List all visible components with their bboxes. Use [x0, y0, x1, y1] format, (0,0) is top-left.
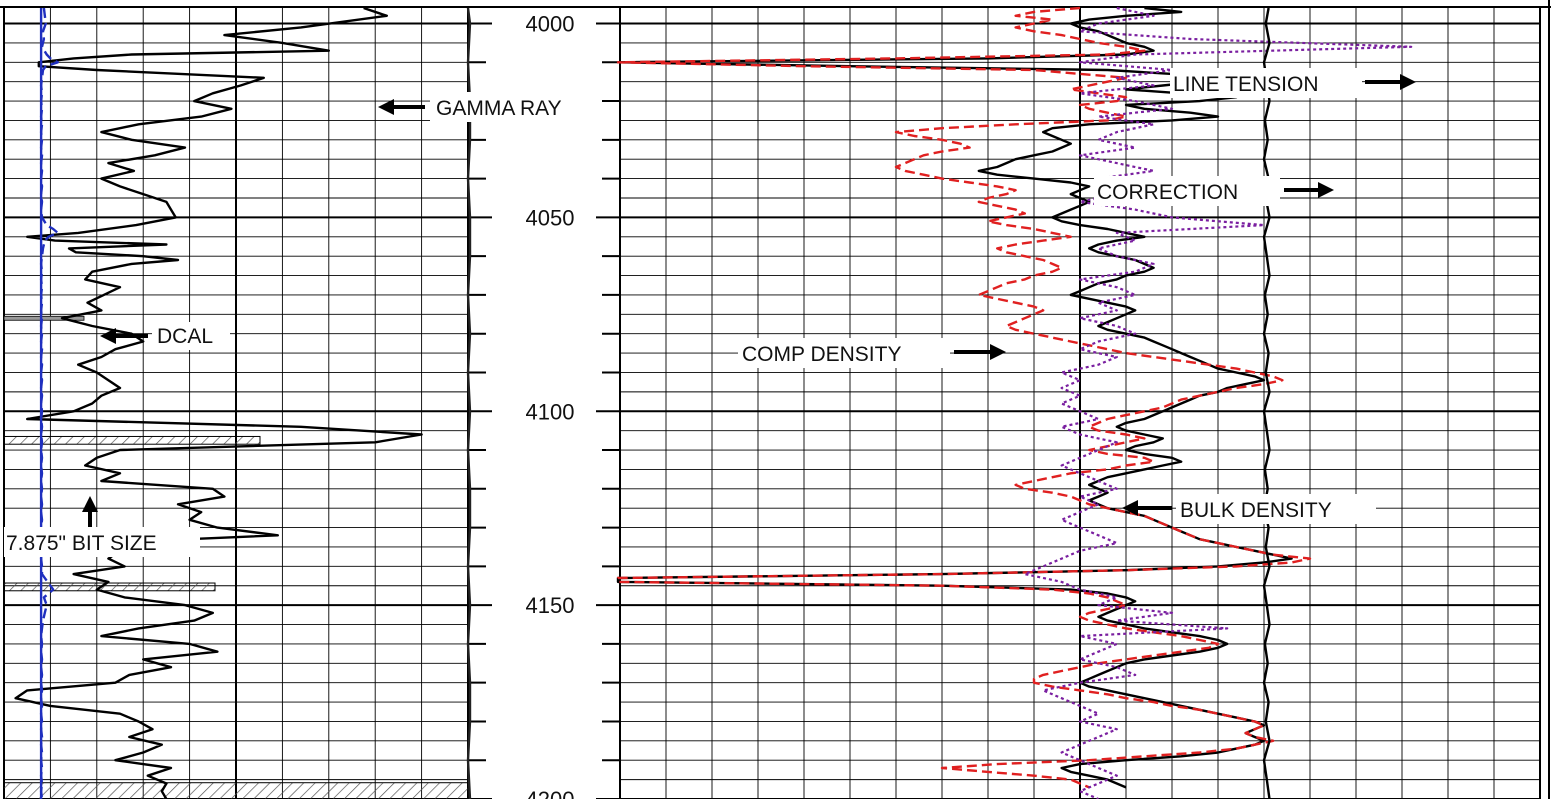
annotation-bit-size: 7.875" BIT SIZE [6, 532, 157, 555]
hatch-interval [3, 435, 261, 445]
annotation-line-tension: LINE TENSION [1173, 73, 1318, 96]
hatch-interval [3, 782, 469, 800]
depth-label-4200: 4200 [526, 787, 575, 799]
correction-label-bg [1094, 176, 1280, 206]
track2-series-comp-density [616, 6, 1312, 789]
depth-label-4150: 4150 [526, 593, 575, 618]
comp-density-arrow [954, 344, 1006, 360]
bit-size-label-bg [4, 527, 200, 557]
hatch-interval [3, 582, 216, 592]
annotation-gamma-ray: GAMMA RAY [436, 97, 562, 120]
gamma-ray-arrow [378, 99, 425, 115]
bulk-density-arrow [1122, 500, 1172, 516]
track1-series-gamma-ray [14, 6, 423, 800]
track2-series-line-tension [1262, 7, 1271, 800]
hatch-strip [3, 315, 85, 321]
comp-density-label-bg [738, 338, 950, 368]
dcal-label-bg [152, 322, 230, 350]
annotation-comp-density: COMP DENSITY [742, 343, 901, 366]
bulk-density-label-bg [1176, 494, 1376, 524]
annotation-correction: CORRECTION [1097, 181, 1238, 204]
line-tension-label-bg [1170, 68, 1362, 98]
gamma-ray-label-bg [430, 92, 600, 122]
depth-label-4050: 4050 [526, 205, 575, 230]
annotations: GAMMA RAY DCAL 7.875" BIT SIZE LINE TENS… [4, 68, 1416, 557]
correction-arrow [1284, 182, 1334, 198]
annotation-bulk-density: BULK DENSITY [1180, 499, 1332, 522]
depth-label-4000: 4000 [526, 12, 575, 37]
bit-size-arrow [82, 496, 98, 527]
hatched-intervals [3, 315, 469, 800]
line-tension-arrow [1365, 74, 1416, 90]
depth-label-4100: 4100 [526, 399, 575, 424]
annotation-dcal: DCAL [157, 325, 213, 348]
dcal-arrow [100, 328, 148, 344]
